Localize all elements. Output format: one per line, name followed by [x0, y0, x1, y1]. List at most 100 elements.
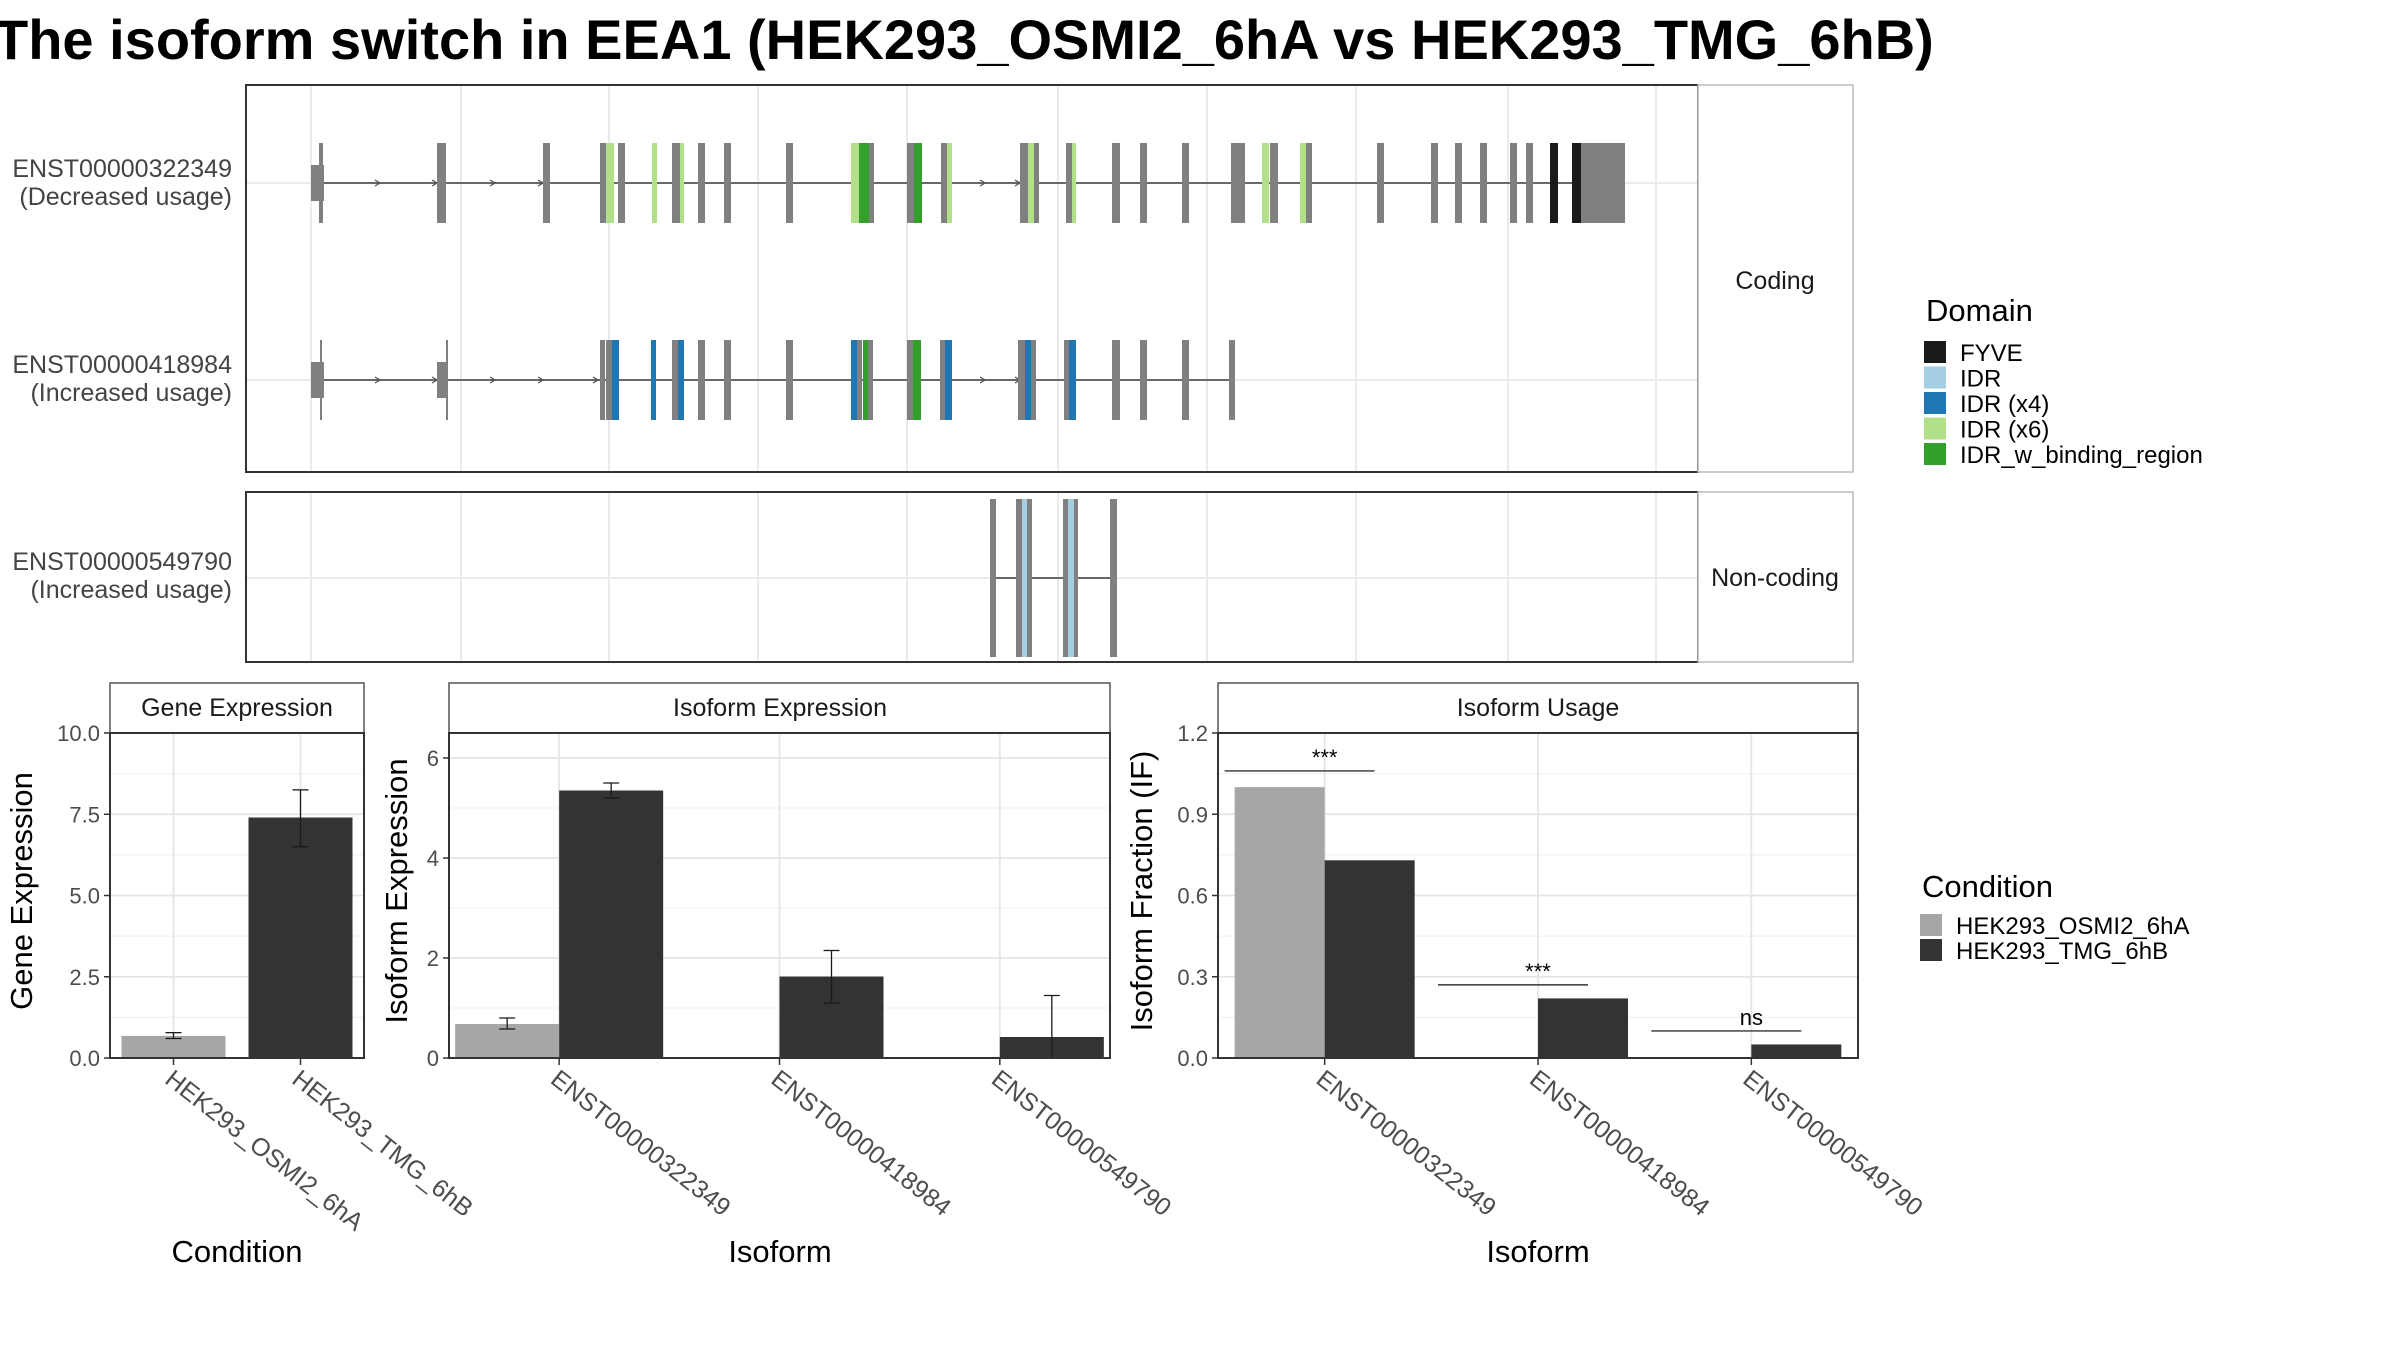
exon — [940, 340, 945, 420]
exon — [1377, 143, 1384, 223]
isoform-usage-bar — [1538, 998, 1628, 1058]
exon — [1025, 340, 1031, 420]
isoform-expression-strip — [448, 682, 1111, 734]
isoform-usage-xlabel: Isoform — [1486, 1234, 1589, 1269]
transcript-1-id: ENST00000322349 — [12, 155, 232, 183]
transcript-model-3 — [990, 499, 1117, 657]
exon — [543, 143, 550, 223]
exon — [1526, 143, 1533, 223]
exon — [651, 340, 656, 420]
exon — [1018, 340, 1025, 420]
exon — [652, 143, 657, 223]
exon — [1572, 143, 1581, 223]
exon — [320, 340, 322, 420]
exon — [1431, 143, 1438, 223]
exon — [1182, 143, 1189, 223]
isoform-usage-ytick-label: 0.9 — [1177, 802, 1208, 827]
exon — [446, 340, 448, 420]
isoform-expression-ytick-label: 4 — [427, 846, 439, 871]
domain-swatch — [1924, 341, 1946, 363]
isoform-usage-panel: Isoform Usage 0.0 0.3 0.6 0.9 1.2 ENST0000032… — [1124, 682, 1928, 1269]
isoform-usage-plot-border — [1217, 732, 1859, 1059]
exon — [1306, 143, 1312, 223]
isoform-usage-bar — [1324, 860, 1415, 1058]
exon — [1064, 340, 1069, 420]
significance-label: ns — [1740, 1005, 1763, 1030]
exon — [914, 143, 922, 223]
exon — [437, 143, 446, 223]
exon — [1068, 499, 1074, 657]
domain-swatch — [1924, 392, 1946, 414]
isoform-expression-bar — [455, 1024, 560, 1058]
exon — [724, 143, 731, 223]
exon — [1455, 143, 1462, 223]
gene-expression-xlabel: Condition — [172, 1234, 303, 1269]
isoform-expression-xtick-label: ENST00000418984 — [766, 1065, 956, 1222]
isoform-usage-ytick-label: 0.0 — [1177, 1046, 1208, 1071]
isoform-expression-xtick-label: ENST00000549790 — [986, 1065, 1176, 1222]
exon — [1027, 499, 1032, 657]
exon — [859, 143, 869, 223]
condition-legend-title: Condition — [1922, 869, 2053, 904]
strand-arrow — [489, 376, 497, 384]
strand-arrow — [374, 376, 382, 384]
domain-label: IDR (x6) — [1960, 417, 2049, 444]
exon — [1066, 143, 1072, 223]
noncoding-facet-strip — [1697, 491, 1854, 663]
exon — [851, 143, 859, 223]
exon — [941, 143, 947, 223]
isoform-usage-xtick-label: ENST00000549790 — [1738, 1065, 1928, 1222]
isoform-usage-bar — [1234, 787, 1325, 1058]
exon — [1034, 143, 1039, 223]
isoform-usage-ylabel: Isoform Fraction (IF) — [1124, 751, 1159, 1032]
exon — [1110, 499, 1117, 657]
gene-expression-bar — [121, 1035, 226, 1058]
exon — [612, 340, 619, 420]
exon — [945, 340, 952, 420]
strand-arrow — [592, 376, 600, 384]
exon — [990, 499, 996, 657]
exon — [1550, 143, 1558, 223]
gene-expression-strip — [109, 682, 365, 734]
isoform-usage-xtick-label: ENST00000322349 — [1311, 1065, 1501, 1222]
transcript-1-usage: (Decreased usage) — [19, 183, 232, 211]
isoform-usage-ytick-label: 0.3 — [1177, 965, 1208, 990]
exon — [1182, 340, 1189, 420]
exon — [1112, 340, 1120, 420]
chart-title: The isoform switch in EEA1 (HEK293_OSMI2… — [0, 8, 1934, 71]
domain-swatch — [1924, 366, 1946, 389]
isoform-expression-xtick-label: ENST00000322349 — [545, 1065, 735, 1222]
domain-label: IDR_w_binding_region — [1960, 442, 2203, 469]
exon — [1510, 143, 1517, 223]
facet-label-noncoding: Non-coding — [1711, 564, 1839, 592]
exon — [698, 340, 705, 420]
exon — [1300, 143, 1306, 223]
condition-label: HEK293_OSMI2_6hA — [1956, 913, 2189, 940]
exon — [868, 340, 873, 420]
exon — [606, 143, 614, 223]
transcript-structure-panel: Coding Non-coding ENST00000322349 (Decre… — [12, 84, 1854, 663]
exon — [678, 340, 684, 420]
gene-expression-plot-border — [109, 732, 365, 1059]
isoform-usage-ytick-label: 1.2 — [1177, 721, 1208, 746]
exon — [1020, 143, 1028, 223]
gene-expression-ytick-label: 5.0 — [69, 884, 100, 909]
exon — [1270, 143, 1278, 223]
isoform-usage-strip — [1217, 682, 1859, 734]
strand-arrow — [979, 179, 987, 187]
isoform-usage-plot: 0.0 0.3 0.6 0.9 1.2 ENST00000322349 ENST000004… — [1177, 721, 1928, 1222]
exon — [1022, 499, 1027, 657]
strand-arrow — [489, 179, 497, 187]
exon — [1231, 143, 1245, 223]
exon — [786, 143, 793, 223]
exon — [1581, 143, 1625, 223]
isoform-expression-ytick-label: 0 — [427, 1046, 439, 1071]
condition-swatch — [1920, 939, 1942, 961]
isoform-usage-ytick-label: 0.6 — [1177, 884, 1208, 909]
exon — [1069, 340, 1076, 420]
exon — [1140, 143, 1147, 223]
exon — [672, 143, 680, 223]
exon — [1072, 143, 1076, 223]
